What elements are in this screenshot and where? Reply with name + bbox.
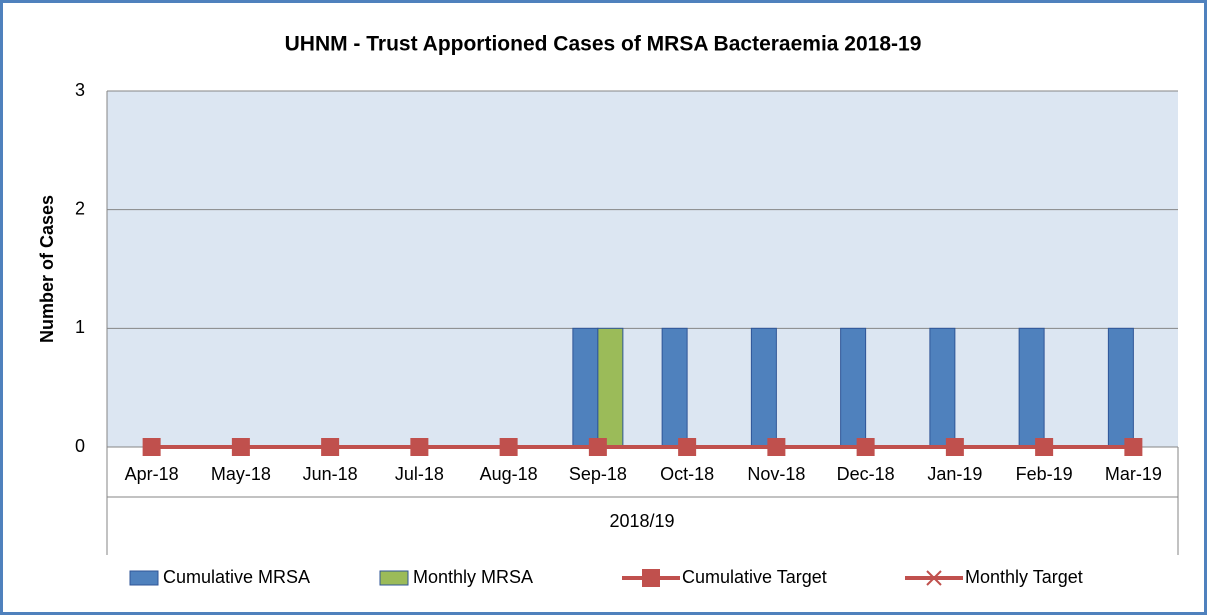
bar [572, 327, 599, 448]
bar [597, 327, 624, 448]
x-tick-label: Mar-19 [1105, 464, 1162, 484]
x-tick-label: Jan-19 [927, 464, 982, 484]
bar [929, 327, 956, 448]
y-tick-label: 1 [75, 317, 85, 337]
legend-swatch [926, 570, 942, 586]
line-marker [321, 438, 340, 456]
bar [1018, 327, 1045, 448]
y-axis-label: Number of Cases [37, 195, 57, 343]
x-tick-label: Nov-18 [747, 464, 805, 484]
x-group-label: 2018/19 [609, 511, 674, 531]
line-marker [142, 438, 161, 456]
y-tick-label: 2 [75, 198, 85, 218]
x-tick-label: Feb-19 [1016, 464, 1073, 484]
chart-title: UHNM - Trust Apportioned Cases of MRSA B… [285, 33, 922, 56]
bar [840, 327, 867, 448]
x-tick-label: Jul-18 [395, 464, 444, 484]
line-marker [678, 438, 697, 456]
legend-swatch [379, 570, 409, 586]
line-marker [945, 438, 964, 456]
x-tick-label: Apr-18 [125, 464, 179, 484]
y-tick-label: 3 [75, 80, 85, 100]
line-marker [856, 438, 875, 456]
line-marker [767, 438, 786, 456]
x-tick-label: Oct-18 [660, 464, 714, 484]
x-tick-label: May-18 [211, 464, 271, 484]
legend-swatch [129, 570, 159, 586]
bar [1107, 327, 1134, 448]
bar [661, 327, 688, 448]
line-marker [410, 438, 429, 456]
x-tick-label: Sep-18 [569, 464, 627, 484]
x-tick-label: Jun-18 [303, 464, 358, 484]
line-marker [499, 438, 518, 456]
legend-label: Cumulative MRSA [163, 567, 310, 587]
y-tick-label: 0 [75, 436, 85, 456]
x-tick-label: Aug-18 [480, 464, 538, 484]
line-marker [231, 438, 250, 456]
legend-label: Cumulative Target [682, 567, 827, 587]
line-marker [588, 438, 607, 456]
legend-label: Monthly Target [965, 567, 1083, 587]
plot-area [107, 91, 1178, 447]
line-marker [1124, 438, 1143, 456]
x-tick-label: Dec-18 [837, 464, 895, 484]
legend-label: Monthly MRSA [413, 567, 533, 587]
bar [750, 327, 777, 448]
legend-swatch [642, 569, 660, 587]
line-marker [1035, 438, 1054, 456]
